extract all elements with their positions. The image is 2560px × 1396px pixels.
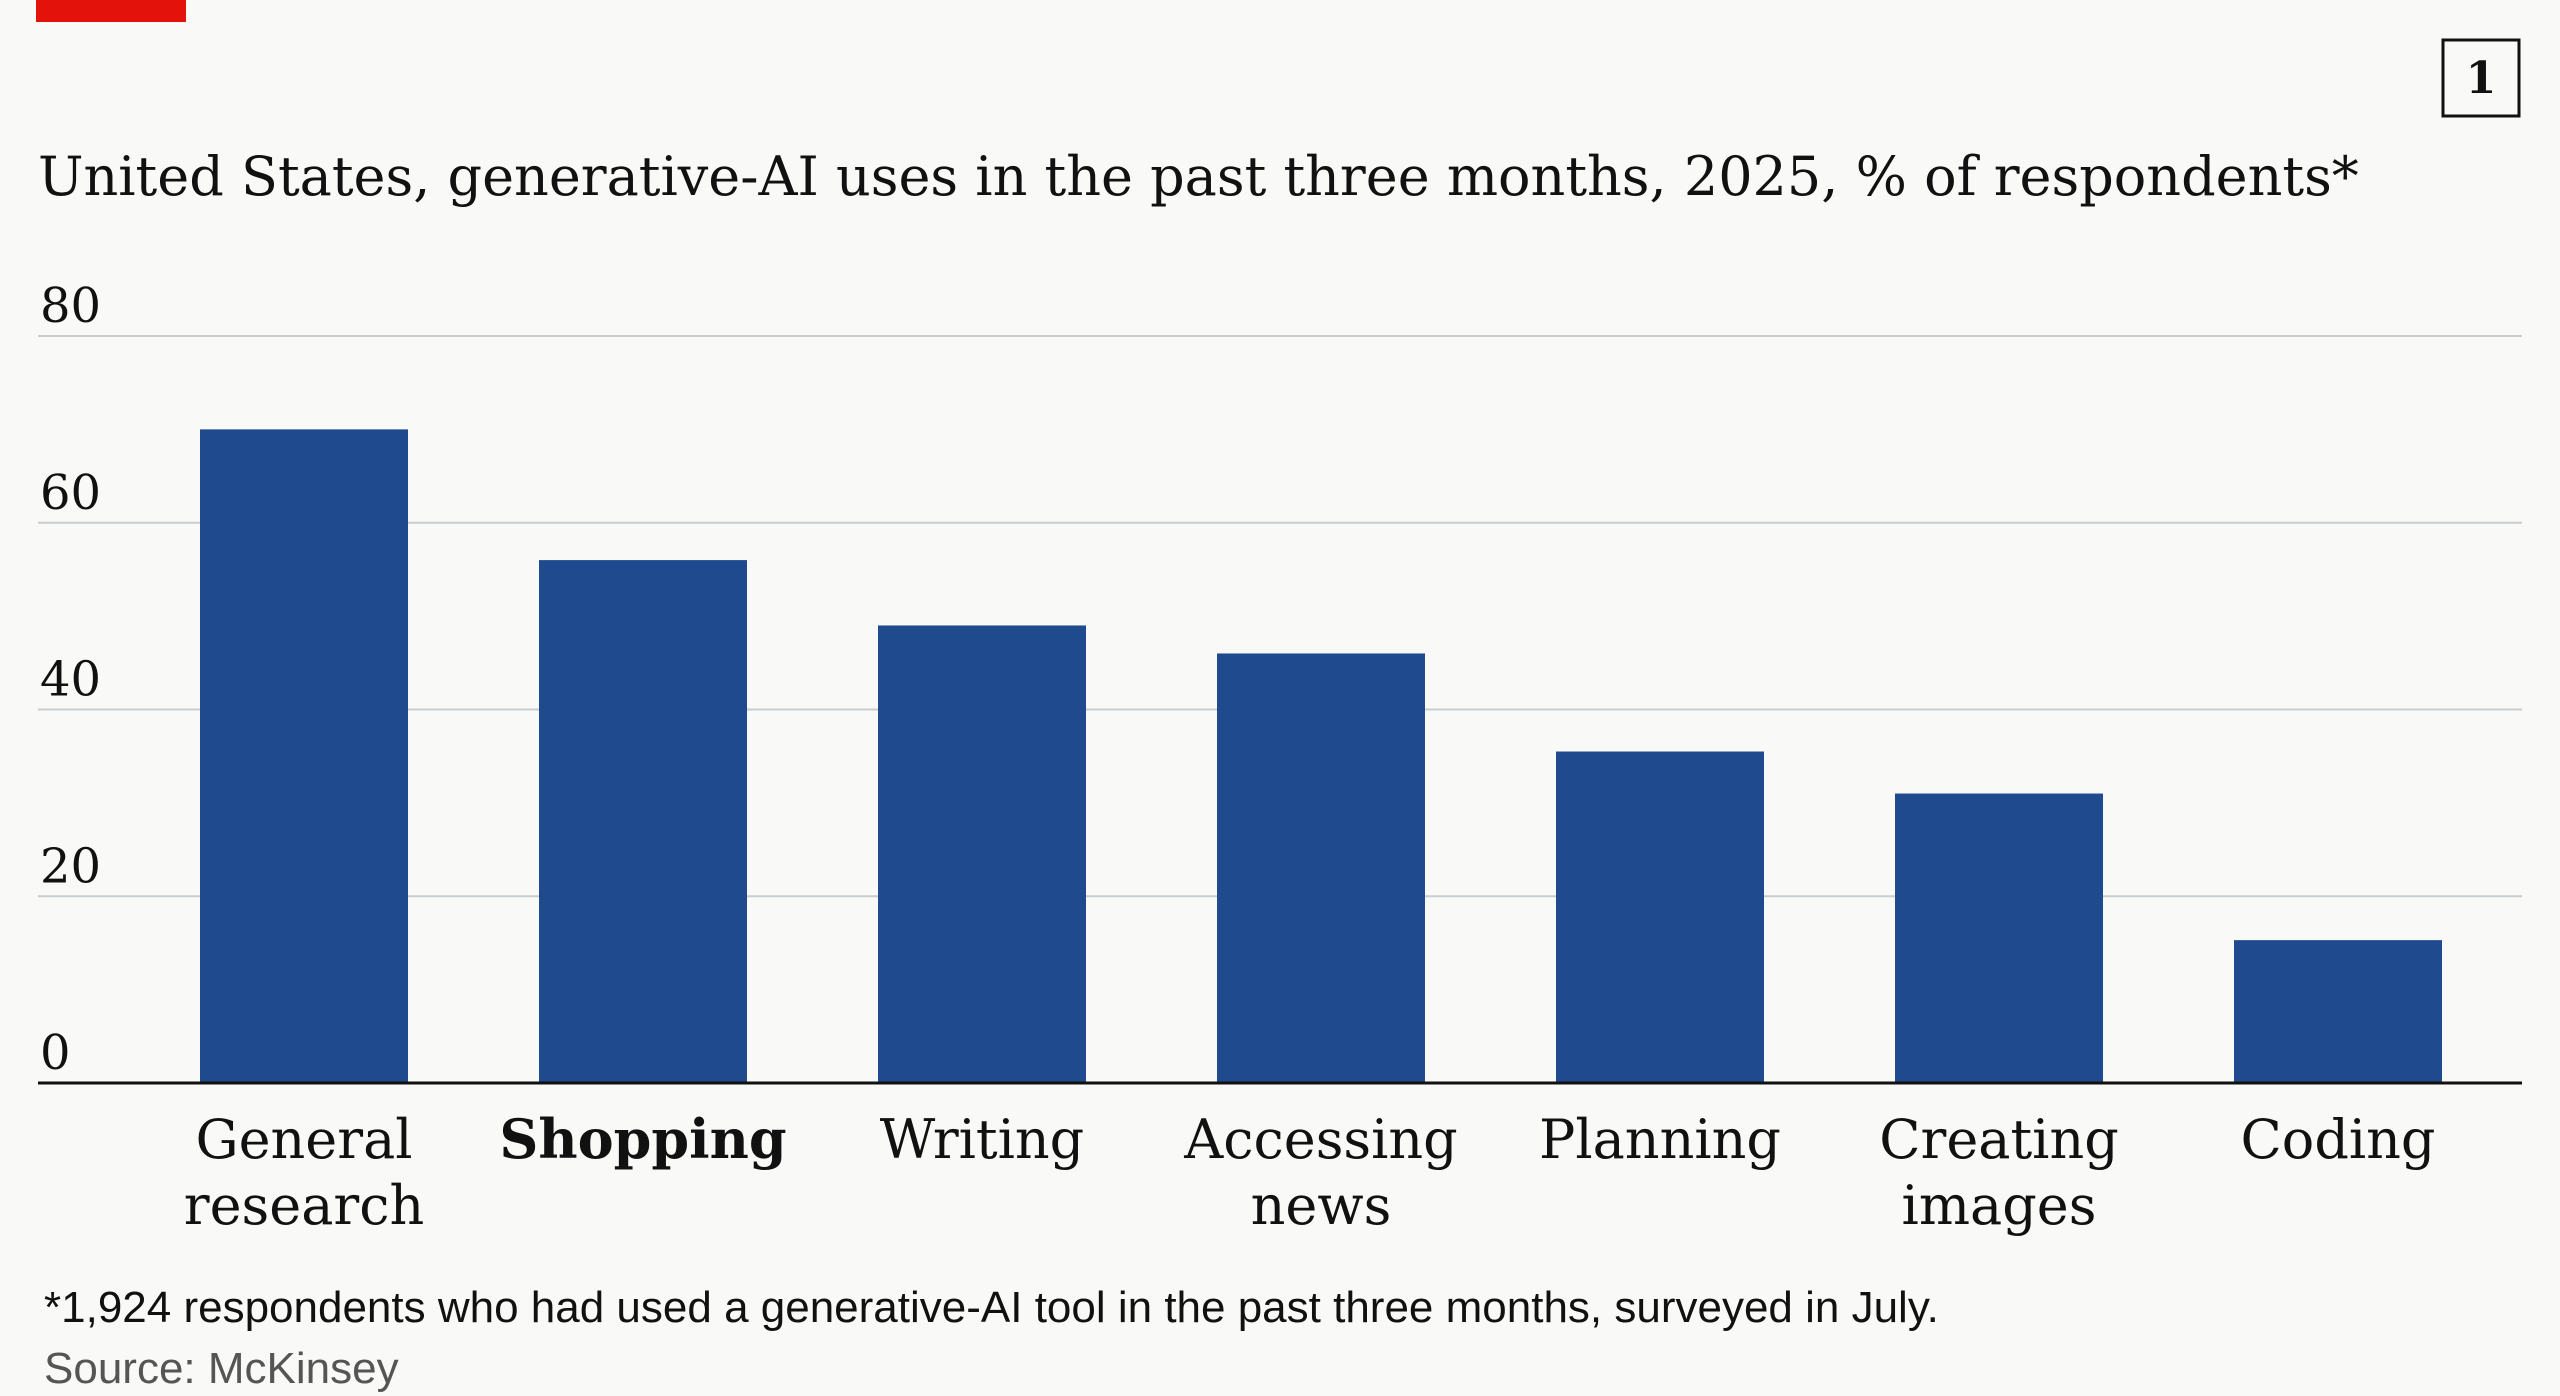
figure-number-box [2441, 38, 2521, 118]
y-tick-label: 0 [40, 1025, 71, 1081]
x-tick-label: Accessing news [1183, 1108, 1457, 1237]
bar-writing [878, 625, 1086, 1083]
bar-creating-images [1895, 793, 2103, 1083]
x-tick-label: General research [184, 1108, 424, 1237]
x-tick-label: Coding [2240, 1108, 2435, 1171]
footnote: *1,924 respondents who had used a genera… [44, 1283, 1939, 1332]
y-tick-labels: 0 20 40 60 80 [40, 278, 101, 1081]
bar-accessing-news [1217, 653, 1425, 1083]
bar-general-research [200, 429, 408, 1083]
chart-title: United States, generative-AI uses in the… [38, 145, 2359, 208]
figure-number: 1 [2466, 53, 2497, 104]
x-tick-label: Planning [1539, 1108, 1781, 1171]
bar-coding [2234, 940, 2442, 1083]
bars [200, 429, 2442, 1083]
x-tick-label: Writing [880, 1108, 1084, 1171]
y-tick-label: 60 [40, 465, 101, 521]
bar-planning [1556, 751, 1764, 1083]
source: Source: McKinsey [44, 1344, 399, 1393]
x-tick-labels: General research Shopping Writing Accessing n… [184, 1107, 2436, 1237]
y-tick-label: 80 [40, 278, 101, 334]
x-tick-label: Shopping [499, 1107, 786, 1171]
brand-accent-bar [36, 0, 186, 22]
x-tick-label: Creating images [1879, 1108, 2119, 1237]
bar-shopping [539, 560, 747, 1083]
y-tick-label: 20 [40, 838, 101, 894]
y-tick-label: 40 [40, 652, 101, 708]
